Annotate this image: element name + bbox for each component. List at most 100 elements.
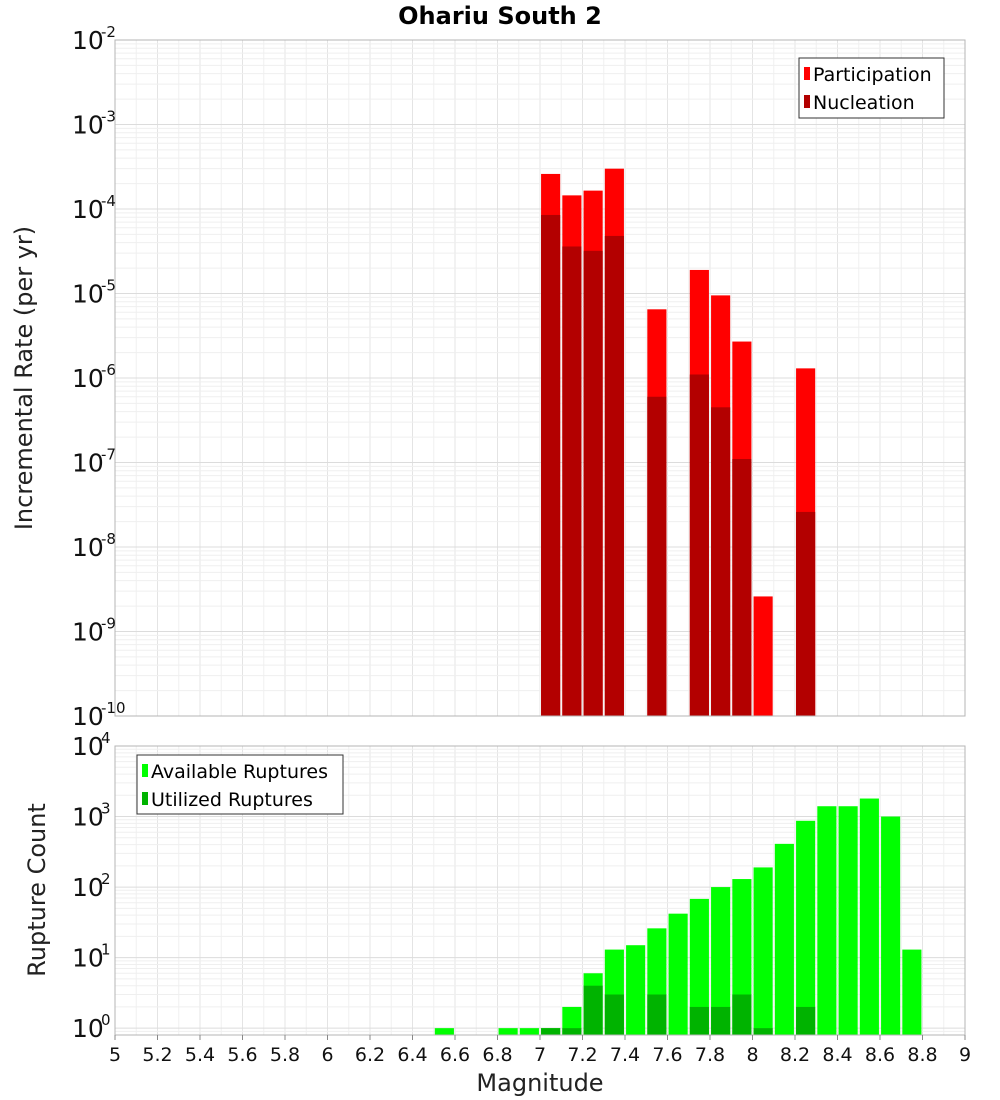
- bottom-y-tick-exponent: 4: [101, 729, 111, 747]
- top-y-tick-label: 10: [72, 364, 104, 393]
- bottom-bar-s2: [583, 985, 603, 1035]
- bottom-y-tick-label: 10: [72, 1014, 104, 1043]
- bottom-bar-s1: [817, 806, 837, 1035]
- x-tick-label: 6.6: [440, 1044, 470, 1066]
- bottom-bar-s1: [881, 816, 901, 1035]
- bottom-bar-s2: [689, 1006, 709, 1035]
- x-tick-label: 6.2: [355, 1044, 385, 1066]
- bottom-bar-s2: [604, 994, 624, 1035]
- x-tick-label: 5.8: [270, 1044, 300, 1066]
- top-y-axis-label: Incremental Rate (per yr): [10, 226, 38, 530]
- x-tick-label: 6: [321, 1044, 333, 1066]
- bottom-bar-s2: [796, 1006, 816, 1035]
- bottom-y-tick-exponent: 3: [101, 800, 111, 818]
- bottom-bar-s1: [796, 820, 816, 1035]
- top-legend-label: Nucleation: [813, 92, 915, 114]
- bottom-legend-swatch: [142, 792, 148, 805]
- x-tick-label: 8.8: [907, 1044, 937, 1066]
- bottom-bar-s1: [562, 1006, 582, 1035]
- bottom-legend-label: Utilized Ruptures: [151, 789, 313, 811]
- bottom-legend: [136, 754, 344, 815]
- top-plot-frame: [114, 39, 966, 717]
- bottom-y-tick-exponent: 1: [101, 941, 111, 959]
- x-tick-label: 7.6: [652, 1044, 682, 1066]
- bottom-y-axis-label: Rupture Count: [23, 803, 51, 977]
- x-tick-label: 6.4: [397, 1044, 427, 1066]
- top-y-tick-label: 10: [72, 280, 104, 309]
- top-y-tick-exponent: -9: [101, 615, 116, 633]
- x-tick-label: 8.2: [780, 1044, 810, 1066]
- x-tick-label: 7.4: [610, 1044, 640, 1066]
- x-tick-label: 8.6: [865, 1044, 895, 1066]
- x-tick-label: 7.8: [695, 1044, 725, 1066]
- top-y-tick-label: 10: [72, 449, 104, 478]
- top-y-tick-exponent: -4: [101, 192, 116, 210]
- chart-title: Ohariu South 2: [398, 2, 602, 30]
- bottom-bar-s1: [668, 913, 688, 1035]
- top-bar-s2: [604, 235, 624, 716]
- top-legend-swatch: [804, 67, 810, 80]
- top-bar-s2: [647, 396, 667, 716]
- x-tick-label: 5: [109, 1044, 121, 1066]
- bottom-bar-s1: [626, 945, 646, 1035]
- top-y-tick-label: 10: [72, 618, 104, 647]
- x-tick-label: 8: [746, 1044, 758, 1066]
- top-bar-s2: [689, 374, 709, 716]
- bottom-bar-s2: [541, 1028, 561, 1035]
- top-bar-s2: [541, 214, 561, 716]
- top-y-tick-label: 10: [72, 702, 104, 731]
- x-tick-label: 5.6: [227, 1044, 257, 1066]
- top-y-tick-exponent: -8: [101, 530, 116, 548]
- bottom-bar-s1: [774, 843, 794, 1035]
- bottom-y-tick-exponent: 2: [101, 870, 111, 888]
- bottom-legend-label: Available Ruptures: [151, 761, 328, 783]
- top-bar-s2: [732, 459, 752, 716]
- top-y-tick-exponent: -10: [101, 699, 126, 717]
- top-bar-s2: [583, 250, 603, 716]
- bottom-bar-s1: [434, 1028, 454, 1035]
- bottom-bar-s2: [647, 994, 667, 1035]
- x-tick-label: 7: [534, 1044, 546, 1066]
- top-y-tick-label: 10: [72, 26, 104, 55]
- bottom-bar-s1: [519, 1028, 539, 1035]
- top-y-tick-exponent: -6: [101, 361, 116, 379]
- top-y-tick-exponent: -2: [101, 23, 116, 41]
- x-tick-label: 8.4: [822, 1044, 852, 1066]
- top-bar-s2: [796, 511, 816, 716]
- top-y-tick-exponent: -5: [101, 277, 116, 295]
- bottom-y-tick-exponent: 0: [101, 1011, 111, 1029]
- top-y-tick-exponent: -3: [101, 108, 116, 126]
- bottom-y-tick-label: 10: [72, 873, 104, 902]
- top-y-tick-label: 10: [72, 111, 104, 140]
- top-y-tick-exponent: -7: [101, 446, 116, 464]
- bottom-bar-s1: [689, 898, 709, 1035]
- bottom-bar-s2: [732, 994, 752, 1035]
- bottom-y-tick-label: 10: [72, 803, 104, 832]
- top-bar-s2: [711, 407, 731, 716]
- bottom-bar-s2: [753, 1028, 773, 1035]
- bottom-bar-s2: [711, 1006, 731, 1035]
- bottom-y-tick-label: 10: [72, 732, 104, 761]
- top-bar-s2: [562, 246, 582, 716]
- bottom-bar-s1: [859, 798, 879, 1035]
- x-tick-label: 5.2: [142, 1044, 172, 1066]
- x-tick-label: 7.2: [567, 1044, 597, 1066]
- bottom-bar-s1: [498, 1028, 518, 1035]
- top-legend: [798, 57, 945, 119]
- top-y-tick-label: 10: [72, 195, 104, 224]
- bottom-bar-s1: [753, 867, 773, 1035]
- bottom-bar-s2: [562, 1028, 582, 1035]
- bottom-bar-s1: [902, 949, 922, 1035]
- top-bar-s1: [753, 596, 773, 716]
- x-tick-label: 9: [959, 1044, 971, 1066]
- bottom-bar-s1: [711, 887, 731, 1035]
- x-tick-label: 6.8: [482, 1044, 512, 1066]
- x-tick-label: 5.4: [185, 1044, 215, 1066]
- rate-panel: 10-1010-910-810-710-610-510-410-310-2Par…: [72, 23, 966, 731]
- top-legend-swatch: [804, 95, 810, 108]
- top-y-tick-label: 10: [72, 533, 104, 562]
- bottom-bar-s1: [838, 806, 858, 1035]
- top-legend-label: Participation: [813, 64, 932, 86]
